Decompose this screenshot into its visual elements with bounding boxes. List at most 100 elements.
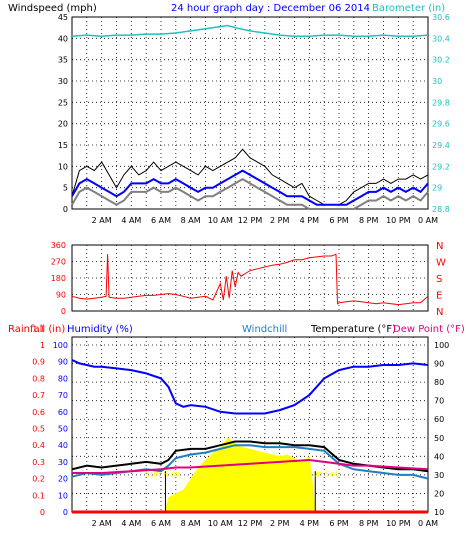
rain-ytick-6: 0.6 bbox=[32, 408, 45, 417]
wind-xtick-3: 8 AM bbox=[181, 216, 201, 225]
baro-ytick-8: 30.4 bbox=[432, 34, 450, 43]
humidity-ytick-9: 90 bbox=[58, 358, 68, 367]
wind-ytick-20: 20 bbox=[58, 120, 68, 129]
wind-ytick-45: 45 bbox=[58, 13, 68, 22]
rain-ytick-4: 0.4 bbox=[32, 441, 45, 450]
dir-compass-label-2: S bbox=[436, 274, 442, 285]
sunset-label: Sun Set bbox=[307, 470, 338, 479]
barometer-axis-label: Barometer (in) bbox=[372, 3, 445, 14]
temp-xtick-8: 6 PM bbox=[329, 519, 348, 528]
temp-ytick-7: 80 bbox=[434, 378, 444, 387]
rain-ytick-1: 0.1 bbox=[32, 491, 45, 500]
rainfall-legend-label: Rainfall (in) bbox=[8, 324, 65, 335]
dir-ytick-270: 270 bbox=[51, 258, 66, 267]
rain-ytick-3: 0.3 bbox=[32, 458, 45, 467]
sunrise-label: Sun Rise bbox=[145, 470, 180, 479]
dir-ytick-90: 90 bbox=[56, 291, 66, 300]
baro-ytick-4: 29.6 bbox=[432, 120, 450, 129]
wind-xtick-9: 8 PM bbox=[359, 216, 378, 225]
wind-ytick-30: 30 bbox=[58, 77, 68, 86]
wind-lull-series bbox=[71, 177, 429, 210]
wind-ytick-5: 5 bbox=[63, 184, 68, 193]
baro-ytick-3: 29.4 bbox=[432, 141, 450, 150]
humidity-ytick-6: 60 bbox=[58, 408, 68, 417]
rain-ytick-11: 1.1 bbox=[32, 324, 45, 333]
humidity-ytick-1: 10 bbox=[58, 491, 68, 500]
wind-ytick-0: 0 bbox=[63, 205, 68, 214]
rain-ytick-5: 0.5 bbox=[32, 425, 45, 434]
temp-ytick-0: 10 bbox=[434, 508, 444, 517]
wind-average-series bbox=[71, 169, 429, 206]
temp-xtick-2: 6 AM bbox=[151, 519, 171, 528]
temp-xtick-10: 10 PM bbox=[386, 519, 411, 528]
temp-ytick-9: 100 bbox=[434, 341, 449, 350]
temp-xtick-11: 0 AM bbox=[418, 519, 438, 528]
humidity-ytick-0: 0 bbox=[63, 508, 68, 517]
baro-ytick-6: 30 bbox=[432, 77, 442, 86]
temp-ytick-4: 50 bbox=[434, 434, 444, 443]
humidity-ytick-7: 70 bbox=[58, 391, 68, 400]
temp-ytick-3: 40 bbox=[434, 452, 444, 461]
baro-ytick-1: 29 bbox=[432, 184, 442, 193]
temp-ytick-6: 70 bbox=[434, 397, 444, 406]
dir-compass-label-1: W bbox=[436, 258, 446, 269]
wind-xtick-11: 0 AM bbox=[418, 216, 438, 225]
humidity-ytick-10: 100 bbox=[53, 341, 68, 350]
solar-radiation-area bbox=[165, 437, 316, 512]
baro-ytick-2: 29.2 bbox=[432, 162, 450, 171]
temp-xtick-1: 4 AM bbox=[121, 519, 141, 528]
dir-compass-label-3: E bbox=[436, 291, 442, 302]
baro-ytick-0: 28.8 bbox=[432, 205, 450, 214]
rain-ytick-7: 0.7 bbox=[32, 391, 45, 400]
wind-xtick-6: 2 PM bbox=[270, 216, 289, 225]
temp-ytick-8: 90 bbox=[434, 360, 444, 369]
wind-xtick-4: 10 AM bbox=[208, 216, 233, 225]
wind-xtick-10: 10 PM bbox=[386, 216, 411, 225]
baro-ytick-5: 29.8 bbox=[432, 98, 450, 107]
humidity-ytick-8: 80 bbox=[58, 374, 68, 383]
dir-ytick-0: 0 bbox=[61, 307, 66, 316]
temp-xtick-3: 8 AM bbox=[181, 519, 201, 528]
temp-xtick-9: 8 PM bbox=[359, 519, 378, 528]
wind-xtick-7: 4 PM bbox=[300, 216, 319, 225]
humidity-ytick-5: 50 bbox=[58, 425, 68, 434]
humidity-legend-label: Humidity (%) bbox=[67, 324, 133, 335]
windspeed-axis-label: Windspeed (mph) bbox=[8, 3, 97, 14]
temp-xtick-7: 4 PM bbox=[300, 519, 319, 528]
humidity-ytick-3: 30 bbox=[58, 458, 68, 467]
dewpoint-legend-label: Dew Point (°F) bbox=[393, 324, 465, 335]
dir-compass-label-0: N bbox=[436, 241, 443, 252]
wind-xtick-8: 6 PM bbox=[329, 216, 348, 225]
dewpoint-series bbox=[72, 458, 429, 474]
temp-ytick-2: 30 bbox=[434, 471, 444, 480]
rain-ytick-10: 1 bbox=[40, 341, 45, 350]
wind-xtick-2: 6 AM bbox=[151, 216, 171, 225]
wind-ytick-15: 15 bbox=[58, 141, 68, 150]
chart-layer: 05101520253035404528.82929.229.429.629.8… bbox=[32, 13, 450, 528]
temp-xtick-5: 12 PM bbox=[238, 519, 263, 528]
wind-xtick-5: 12 PM bbox=[238, 216, 263, 225]
rain-ytick-9: 0.9 bbox=[32, 358, 45, 367]
graph-title: 24 hour graph day : December 06 2014 bbox=[171, 3, 370, 14]
wind-ytick-25: 25 bbox=[58, 98, 68, 107]
wind-ytick-40: 40 bbox=[58, 34, 68, 43]
rain-ytick-2: 0.2 bbox=[32, 475, 45, 484]
baro-ytick-7: 30.2 bbox=[432, 56, 450, 65]
windchill-legend-label: Windchill bbox=[242, 324, 287, 335]
baro-ytick-9: 30.6 bbox=[432, 13, 450, 22]
rain-ytick-0: 0 bbox=[40, 508, 45, 517]
humidity-ytick-2: 20 bbox=[58, 475, 68, 484]
dir-ytick-180: 180 bbox=[51, 274, 66, 283]
humidity-ytick-4: 40 bbox=[58, 441, 68, 450]
temp-xtick-4: 10 AM bbox=[208, 519, 233, 528]
dir-compass-label-4: N bbox=[436, 307, 443, 318]
barometer-series bbox=[71, 24, 429, 37]
temp-ytick-1: 20 bbox=[434, 489, 444, 498]
wind-xtick-1: 4 AM bbox=[121, 216, 141, 225]
wind-ytick-35: 35 bbox=[58, 56, 68, 65]
dir-ytick-360: 360 bbox=[51, 241, 66, 250]
temperature-legend-label: Temperature (°F) bbox=[310, 324, 396, 335]
temp-ytick-5: 60 bbox=[434, 415, 444, 424]
wind-ytick-10: 10 bbox=[58, 162, 68, 171]
